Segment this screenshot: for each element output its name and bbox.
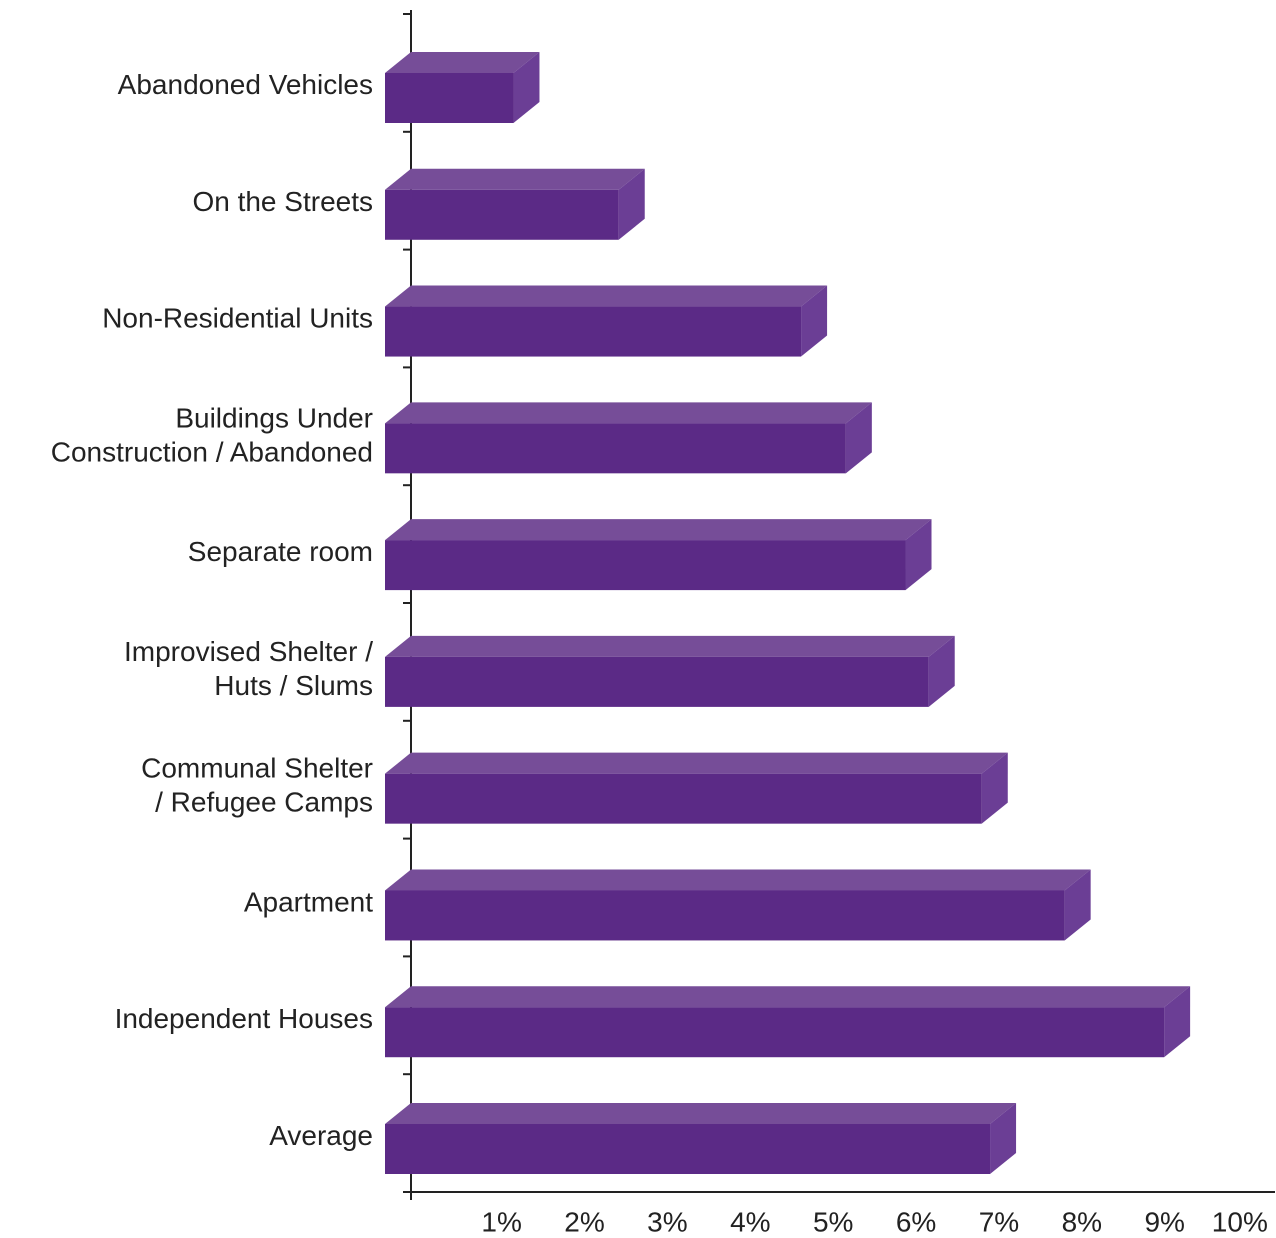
bar-front [385, 1124, 991, 1174]
bar-side [905, 519, 932, 591]
bar-side [513, 52, 540, 123]
x-tick-label: 2% [564, 1206, 604, 1237]
y-tick-label-line: Communal Shelter [141, 753, 373, 784]
bar-top [385, 519, 932, 541]
bar [385, 635, 955, 707]
bar-side [981, 752, 1008, 824]
y-tick-label: Separate room [188, 537, 373, 568]
x-tick-label: 10% [1212, 1206, 1268, 1237]
bar-front [385, 656, 929, 707]
bar-front [385, 773, 982, 824]
x-tick-label: 4% [730, 1206, 770, 1237]
bar [385, 168, 645, 240]
bar-front [385, 73, 514, 123]
x-tick-label: 1% [481, 1206, 521, 1237]
bar-front [385, 189, 619, 240]
bar-top [385, 752, 1008, 774]
y-tick-label: Buildings Under Construction / Abandoned [51, 403, 373, 468]
y-tick-label-line: Separate room [188, 537, 373, 568]
y-tick-label: Apartment [244, 887, 373, 918]
y-tick-label-line: Huts / Slums [214, 670, 373, 701]
y-tick-label-line: Average [269, 1120, 373, 1151]
bar-front [385, 306, 802, 357]
bar [385, 869, 1091, 941]
x-tick-label: 3% [647, 1206, 687, 1237]
bar-front [385, 540, 906, 591]
bar [385, 402, 872, 474]
bar-top [385, 402, 872, 424]
bar [385, 1103, 1017, 1174]
y-tick-label-line: Abandoned Vehicles [118, 69, 373, 100]
bar-top [385, 52, 540, 73]
bar-side [990, 1103, 1017, 1174]
bar-side [1164, 986, 1191, 1058]
bar-side [618, 168, 645, 240]
x-tick-label: 9% [1144, 1206, 1184, 1237]
bar-side [928, 635, 955, 707]
y-tick-label-line: Buildings Under [175, 403, 373, 434]
bar-front [385, 423, 846, 474]
bar [385, 285, 828, 357]
y-tick-label-line: Construction / Abandoned [51, 437, 373, 468]
y-tick-label: On the Streets [192, 186, 373, 217]
y-tick-label-line: Improvised Shelter / [124, 636, 373, 667]
bar [385, 519, 932, 591]
bar-top [385, 986, 1191, 1008]
bar-front [385, 1007, 1165, 1058]
bar-side [845, 402, 872, 474]
x-tick-label: 8% [1062, 1206, 1102, 1237]
y-tick-label-line: Independent Houses [115, 1004, 373, 1035]
x-tick-label: 6% [896, 1206, 936, 1237]
y-tick-label: Average [269, 1120, 373, 1151]
y-tick-label-line: Apartment [244, 887, 373, 918]
bar-side [801, 285, 828, 357]
x-tick-label: 7% [979, 1206, 1019, 1237]
bar [385, 52, 540, 123]
bar [385, 752, 1008, 824]
x-tick-label: 5% [813, 1206, 853, 1237]
bar-top [385, 168, 645, 190]
bar-top [385, 1103, 1017, 1124]
bar-side [1064, 869, 1091, 941]
bar-front [385, 890, 1065, 941]
y-tick-label: Non-Residential Units [102, 303, 373, 334]
y-tick-label-line: On the Streets [192, 186, 373, 217]
bar-top [385, 869, 1091, 891]
bar-top [385, 285, 828, 307]
y-tick-label: Independent Houses [115, 1004, 373, 1035]
y-tick-label: Abandoned Vehicles [118, 69, 373, 100]
y-tick-label-line: Non-Residential Units [102, 303, 373, 334]
bar-top [385, 635, 955, 657]
bar [385, 986, 1191, 1058]
y-tick-label-line: / Refugee Camps [155, 787, 373, 818]
y-tick-label: Communal Shelter / Refugee Camps [141, 753, 373, 818]
y-tick-label: Improvised Shelter / Huts / Slums [124, 636, 373, 701]
